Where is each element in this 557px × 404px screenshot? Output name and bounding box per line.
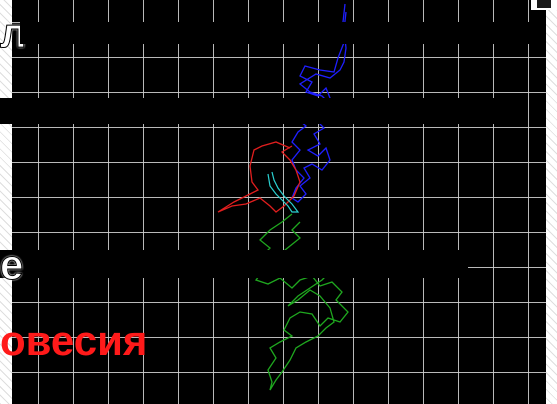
trace-green-segment bbox=[254, 213, 349, 391]
heading-line-3-redacted bbox=[0, 250, 468, 278]
trace-red-segment bbox=[217, 141, 301, 213]
heading-line-4-red-text: овесия bbox=[0, 317, 148, 364]
heading-line-2-redacted bbox=[0, 98, 520, 124]
heading-line-3-fragment: е bbox=[0, 241, 24, 288]
corner-tab-mark bbox=[537, 0, 551, 8]
plot-grid bbox=[12, 0, 546, 404]
trace-cyan-segment bbox=[267, 171, 300, 213]
heading-line-1-redacted bbox=[20, 22, 546, 44]
trace-blue-segment bbox=[291, 3, 347, 203]
